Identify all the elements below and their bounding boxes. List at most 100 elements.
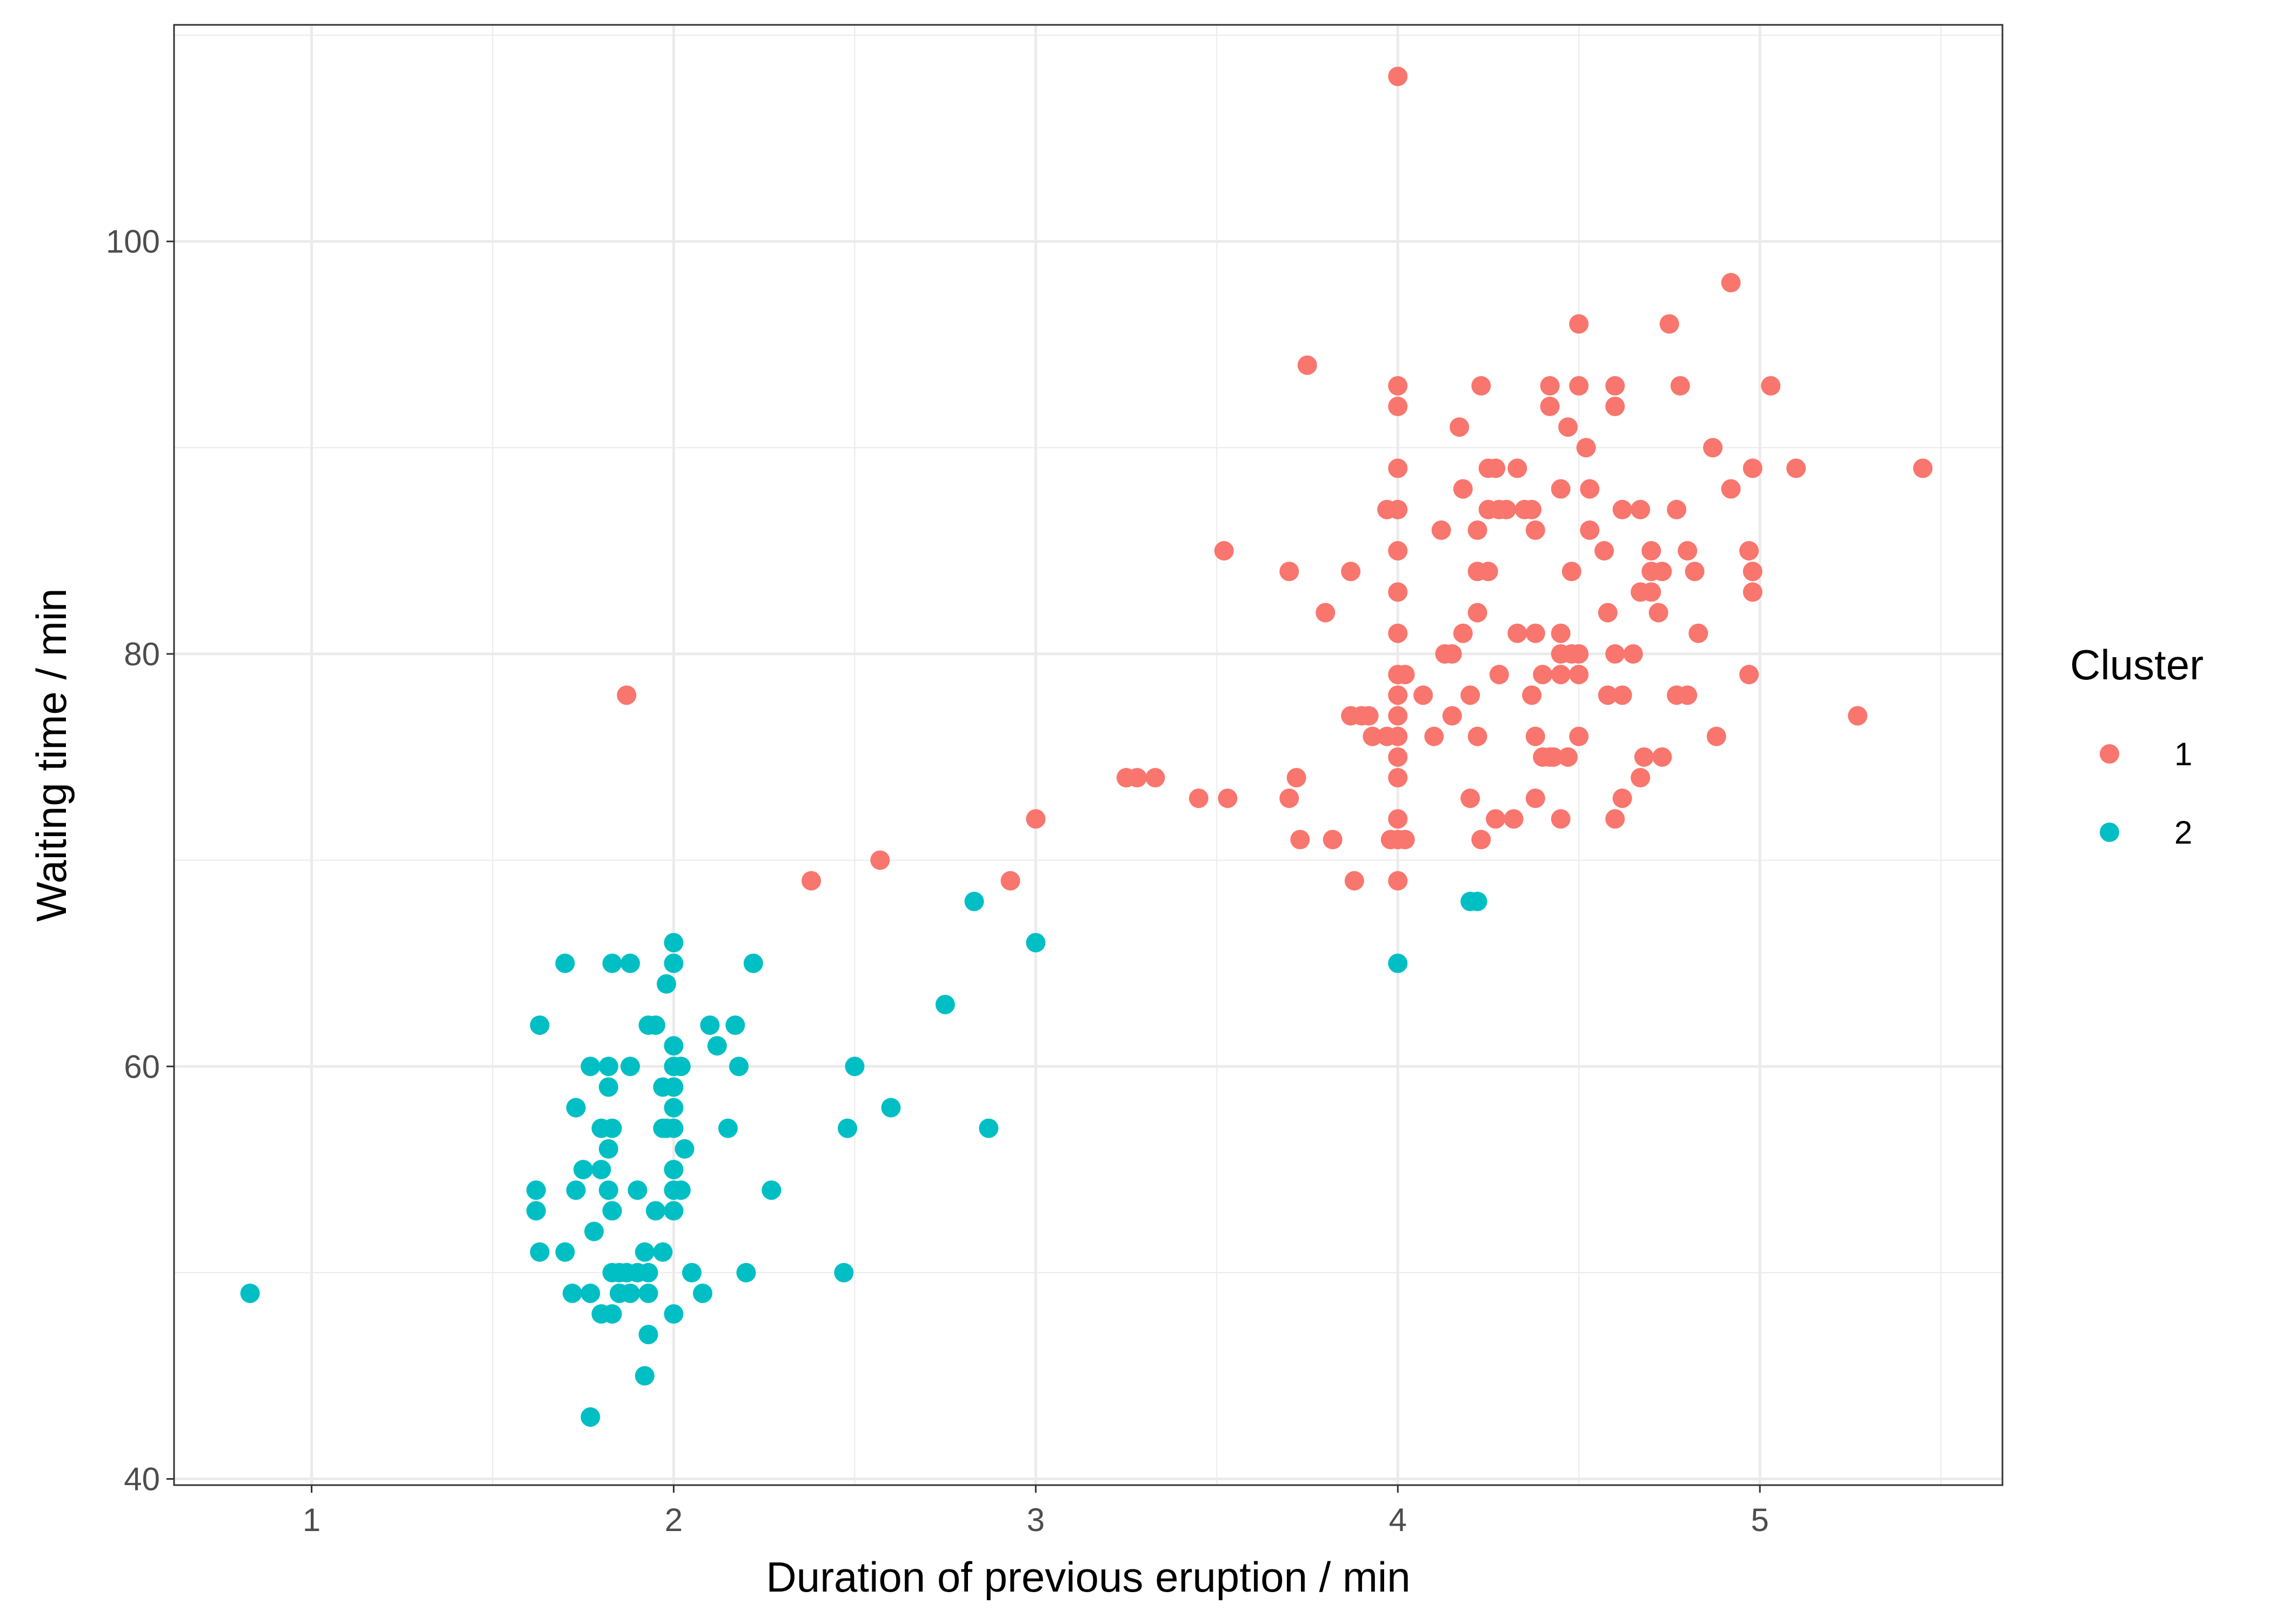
point-cluster-2 [1388, 953, 1408, 973]
point-cluster-1 [1580, 520, 1600, 540]
point-cluster-1 [1395, 665, 1415, 685]
point-cluster-1 [1460, 788, 1480, 808]
x-axis-title: Duration of previous eruption / min [766, 1553, 1410, 1601]
x-tick-label: 2 [665, 1502, 683, 1538]
point-cluster-1 [1598, 685, 1618, 705]
point-cluster-2 [762, 1180, 782, 1200]
point-cluster-2 [675, 1139, 695, 1159]
point-cluster-1 [1218, 788, 1238, 808]
point-cluster-1 [1525, 623, 1545, 643]
point-cluster-2 [580, 1284, 600, 1304]
point-cluster-1 [1678, 541, 1698, 561]
x-tick-label: 1 [303, 1502, 321, 1538]
point-cluster-1 [1551, 665, 1571, 685]
point-cluster-2 [671, 1180, 691, 1200]
point-cluster-2 [526, 1180, 546, 1200]
point-cluster-2 [682, 1262, 702, 1282]
point-cluster-2 [964, 891, 984, 911]
point-cluster-1 [1721, 479, 1741, 499]
point-cluster-2 [664, 1098, 684, 1118]
point-cluster-1 [1504, 809, 1524, 829]
point-cluster-2 [598, 1077, 618, 1097]
point-cluster-2 [555, 953, 575, 973]
y-tick-label: 80 [124, 636, 160, 672]
point-cluster-2 [700, 1015, 720, 1035]
point-cluster-2 [598, 1180, 618, 1200]
point-cluster-1 [1551, 479, 1571, 499]
point-cluster-1 [1388, 685, 1408, 705]
point-cluster-1 [1388, 582, 1408, 602]
point-cluster-1 [1848, 706, 1868, 726]
point-cluster-1 [1000, 871, 1020, 891]
point-cluster-1 [1786, 458, 1806, 478]
point-cluster-1 [1388, 397, 1408, 417]
point-cluster-1 [1442, 706, 1462, 726]
point-cluster-2 [718, 1118, 738, 1138]
point-cluster-2 [838, 1118, 858, 1138]
point-cluster-1 [1189, 788, 1209, 808]
point-cluster-1 [1388, 66, 1408, 86]
point-cluster-2 [580, 1407, 600, 1427]
point-cluster-1 [1612, 499, 1632, 519]
point-cluster-2 [729, 1057, 749, 1077]
point-cluster-1 [1388, 871, 1408, 891]
point-cluster-1 [1551, 809, 1571, 829]
point-cluster-2 [834, 1262, 854, 1282]
point-cluster-2 [736, 1262, 756, 1282]
point-cluster-1 [1561, 562, 1581, 582]
point-cluster-2 [620, 953, 640, 973]
point-cluster-2 [645, 1015, 665, 1035]
legend-title: Cluster [2070, 641, 2204, 689]
point-cluster-2 [530, 1015, 550, 1035]
point-cluster-1 [1453, 623, 1473, 643]
point-cluster-1 [1497, 499, 1517, 519]
point-cluster-1 [1388, 458, 1408, 478]
point-cluster-1 [1569, 726, 1589, 746]
point-cluster-2 [979, 1118, 999, 1138]
legend-label-1: 1 [2174, 736, 2192, 772]
point-cluster-1 [1558, 747, 1578, 767]
point-cluster-1 [1605, 376, 1625, 396]
point-cluster-1 [1290, 830, 1310, 850]
point-cluster-1 [1522, 685, 1542, 705]
point-cluster-2 [693, 1284, 713, 1304]
point-cluster-1 [1631, 767, 1651, 787]
point-cluster-1 [1569, 665, 1589, 685]
point-cluster-2 [657, 974, 677, 994]
point-cluster-2 [638, 1325, 658, 1345]
point-cluster-2 [707, 1036, 727, 1056]
point-cluster-1 [1478, 562, 1498, 582]
x-tick-label: 3 [1027, 1502, 1045, 1538]
point-cluster-2 [580, 1057, 600, 1077]
point-cluster-1 [1605, 397, 1625, 417]
point-cluster-2 [845, 1057, 865, 1077]
point-cluster-1 [1316, 603, 1336, 623]
point-cluster-1 [1442, 644, 1462, 664]
legend-key-1 [2100, 744, 2119, 764]
y-tick-label: 100 [106, 224, 160, 260]
point-cluster-2 [664, 1118, 684, 1138]
point-cluster-1 [1569, 376, 1589, 396]
y-tick-label: 40 [124, 1461, 160, 1498]
point-cluster-1 [1424, 726, 1444, 746]
point-cluster-1 [1670, 376, 1690, 396]
point-cluster-1 [1453, 479, 1473, 499]
point-cluster-1 [1460, 685, 1480, 705]
point-cluster-2 [620, 1057, 640, 1077]
legend: Cluster 1 2 [2070, 641, 2204, 851]
point-cluster-1 [1612, 685, 1632, 705]
point-cluster-2 [664, 933, 684, 953]
point-cluster-1 [1388, 376, 1408, 396]
point-cluster-1 [1145, 767, 1165, 787]
point-cluster-1 [1431, 520, 1451, 540]
point-cluster-1 [1522, 499, 1542, 519]
point-cluster-2 [598, 1139, 618, 1159]
point-cluster-1 [1623, 644, 1643, 664]
point-cluster-2 [664, 1201, 684, 1221]
point-cluster-1 [1739, 541, 1759, 561]
point-cluster-1 [1388, 541, 1408, 561]
point-cluster-1 [1507, 623, 1527, 643]
